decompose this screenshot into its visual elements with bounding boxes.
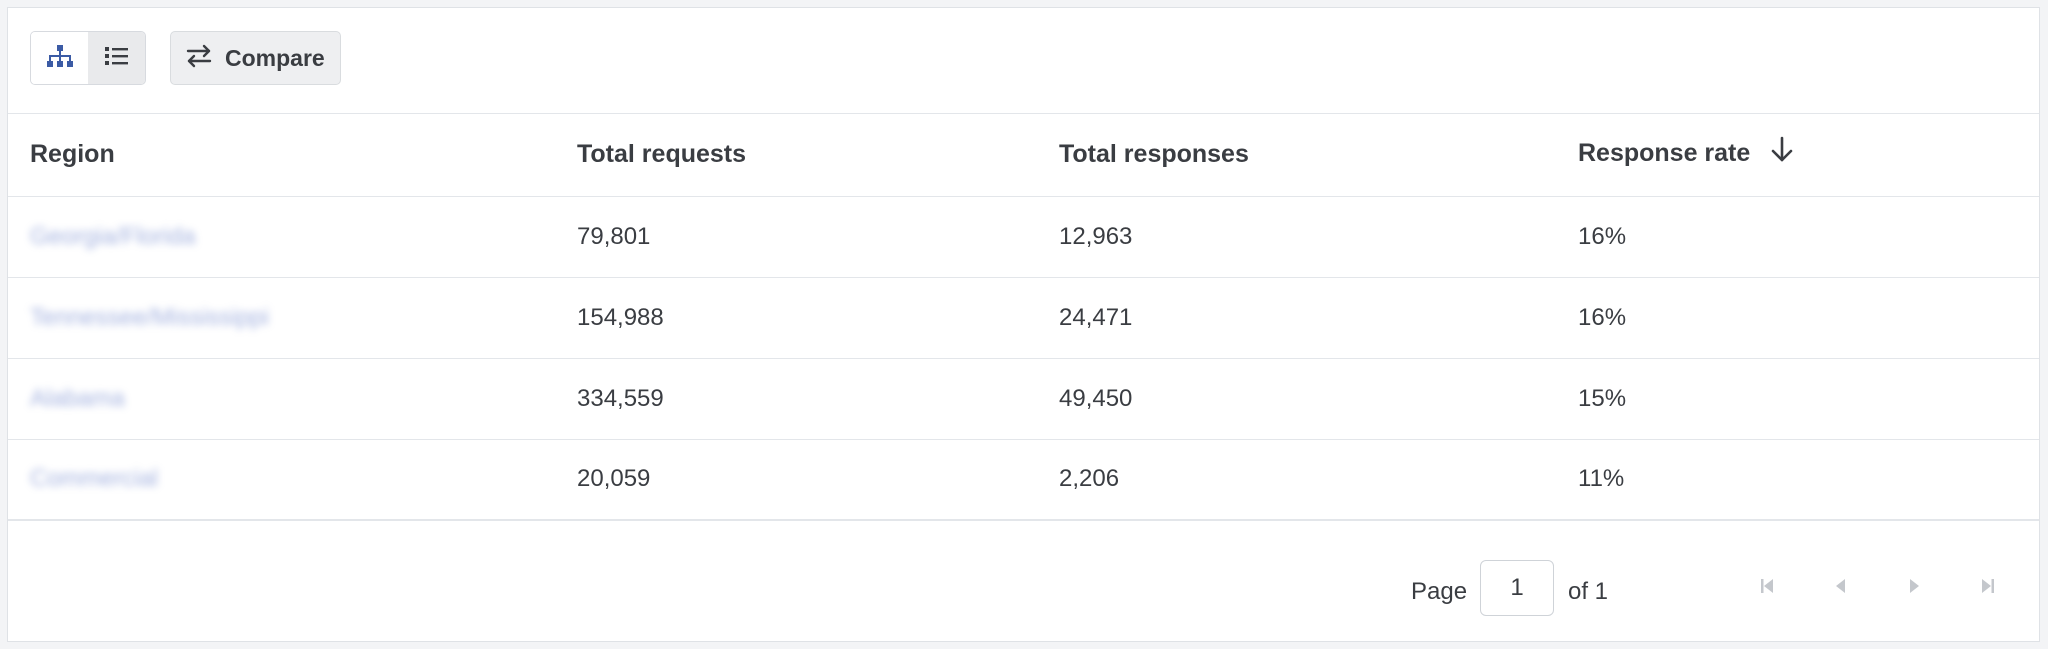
compare-label: Compare: [225, 44, 325, 71]
region-link[interactable]: Georgia/Florida: [30, 222, 196, 250]
pagination: Page of 1: [8, 528, 2039, 643]
column-header-total-responses[interactable]: Total responses: [1037, 114, 1556, 197]
column-header-response-rate[interactable]: Response rate: [1556, 114, 2039, 197]
region-cell[interactable]: Commercial: [8, 439, 555, 521]
previous-page-button[interactable]: [1823, 570, 1859, 606]
column-header-total-requests[interactable]: Total requests: [555, 114, 1037, 197]
last-page-button[interactable]: [1970, 570, 2006, 606]
response-rate-cell: 11%: [1556, 439, 2039, 521]
hierarchy-icon: [46, 44, 74, 73]
hierarchy-view-button[interactable]: [31, 32, 88, 84]
previous-page-icon: [1832, 576, 1850, 601]
region-cell[interactable]: Alabama: [8, 358, 555, 440]
list-icon: [104, 45, 130, 72]
total-requests-cell: 334,559: [555, 358, 1037, 440]
response-rate-cell: 15%: [1556, 358, 2039, 440]
toolbar: Compare: [8, 8, 2039, 114]
view-toggle: [30, 31, 146, 85]
total-responses-cell: 24,471: [1037, 277, 1556, 359]
regions-table: Region Total requests Total responses Re…: [8, 114, 2039, 521]
column-header-label: Total responses: [1059, 140, 1249, 169]
compare-button[interactable]: Compare: [170, 31, 341, 85]
response-rate-cell: 16%: [1556, 277, 2039, 359]
total-responses-cell: 2,206: [1037, 439, 1556, 521]
list-view-button[interactable]: [88, 32, 145, 84]
region-cell[interactable]: Tennessee/Mississippi: [8, 277, 555, 359]
region-link[interactable]: Tennessee/Mississippi: [30, 303, 269, 331]
total-requests-cell: 154,988: [555, 277, 1037, 359]
first-page-icon: [1758, 576, 1776, 601]
swap-arrows-icon: [185, 44, 213, 73]
response-rate-cell: 16%: [1556, 196, 2039, 278]
column-header-label: Total requests: [577, 140, 747, 169]
next-page-icon: [1905, 576, 1923, 601]
total-requests-cell: 79,801: [555, 196, 1037, 278]
table-row: Tennessee/Mississippi 154,988 24,471 16%: [8, 277, 2039, 359]
first-page-button[interactable]: [1749, 570, 1785, 606]
table-row: Georgia/Florida 79,801 12,963 16%: [8, 196, 2039, 278]
page-number-input[interactable]: [1480, 560, 1554, 616]
total-responses-cell: 49,450: [1037, 358, 1556, 440]
region-link[interactable]: Alabama: [30, 384, 125, 412]
page-label: Page: [1411, 578, 1468, 605]
column-header-label: Response rate: [1578, 139, 1751, 168]
region-link[interactable]: Commercial: [30, 465, 159, 493]
total-responses-cell: 12,963: [1037, 196, 1556, 278]
results-card: Compare Region Total requests Total resp…: [7, 7, 2040, 642]
column-header-label: Region: [30, 140, 115, 169]
region-cell[interactable]: Georgia/Florida: [8, 196, 555, 278]
next-page-button[interactable]: [1896, 570, 1932, 606]
sort-descending-icon: [1769, 135, 1795, 170]
table-row: Commercial 20,059 2,206 11%: [8, 439, 2039, 521]
table-row: Alabama 334,559 49,450 15%: [8, 358, 2039, 440]
page-count-label: of 1: [1568, 578, 1609, 605]
table-header-row: Region Total requests Total responses Re…: [8, 114, 2039, 197]
column-header-region[interactable]: Region: [8, 114, 555, 197]
last-page-icon: [1979, 576, 1997, 601]
total-requests-cell: 20,059: [555, 439, 1037, 521]
